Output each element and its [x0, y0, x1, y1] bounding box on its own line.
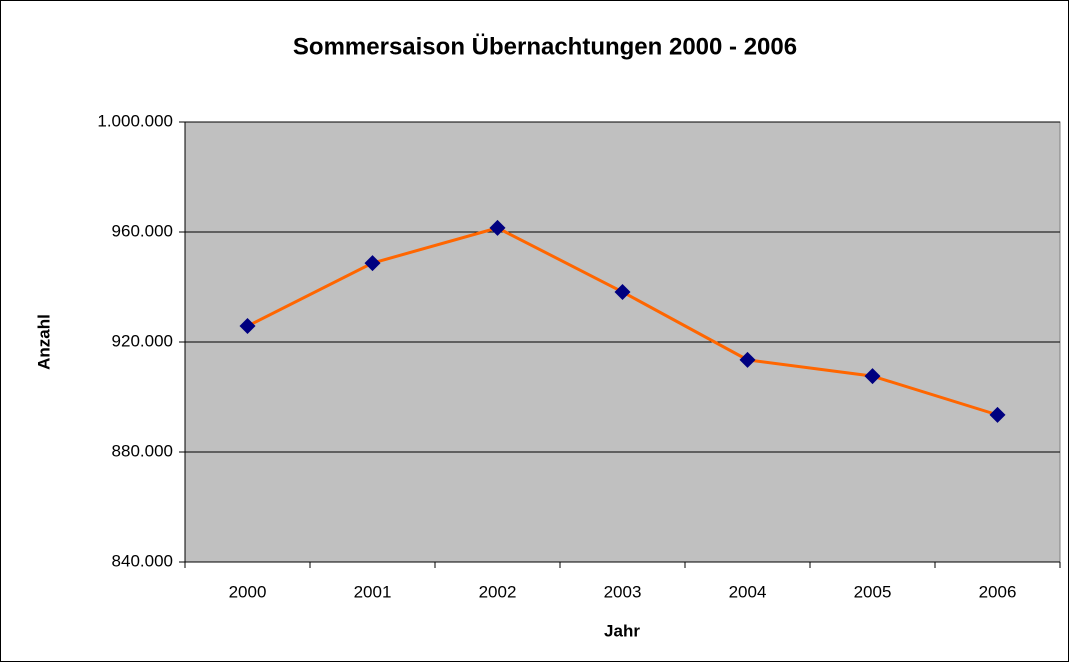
marker — [364, 255, 381, 272]
y-tick-label: 880.000 — [112, 441, 173, 460]
chart-title: Sommersaison Übernachtungen 2000 - 2006 — [293, 33, 797, 60]
marker — [614, 283, 631, 300]
x-axis-label: Jahr — [604, 621, 640, 640]
marker — [489, 219, 506, 236]
x-tick-label: 2002 — [479, 582, 517, 601]
marker — [739, 351, 756, 368]
x-tick-label: 2006 — [979, 582, 1017, 601]
x-tick-label: 2004 — [729, 582, 767, 601]
marker — [989, 406, 1006, 423]
y-axis-label: Anzahl — [34, 314, 53, 370]
x-tick-label: 2003 — [604, 582, 642, 601]
marker — [239, 318, 256, 335]
x-tick-label: 2001 — [354, 582, 392, 601]
x-tick-label: 2005 — [854, 582, 892, 601]
y-tick-label: 920.000 — [112, 331, 173, 350]
y-tick-label: 1.000.000 — [97, 111, 173, 130]
y-tick-label: 960.000 — [112, 221, 173, 240]
y-tick-label: 840.000 — [112, 551, 173, 570]
marker — [864, 368, 881, 385]
x-tick-label: 2000 — [229, 582, 267, 601]
